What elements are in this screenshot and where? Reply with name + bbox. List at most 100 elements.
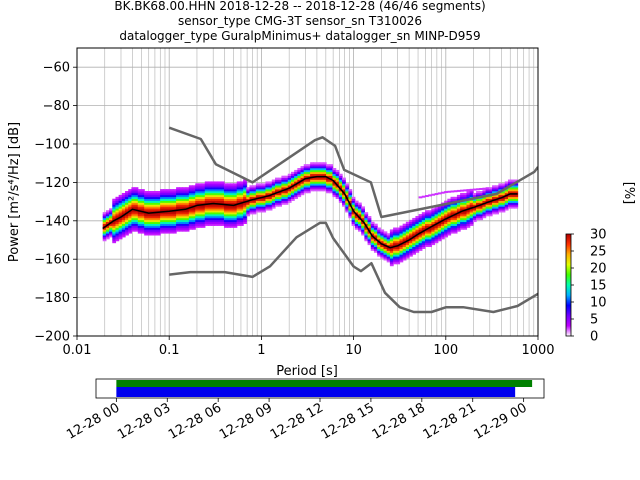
heatmap-cell	[140, 225, 145, 228]
heatmap-cell	[150, 194, 155, 198]
heatmap-cell	[431, 216, 436, 219]
heatmap-cell	[504, 196, 509, 200]
heatmap-cell	[428, 223, 432, 226]
heatmap-cell	[466, 204, 471, 207]
heatmap-cell	[275, 202, 279, 205]
heatmap-cell	[447, 217, 452, 221]
heatmap-cell	[386, 244, 391, 248]
heatmap-cell	[338, 183, 343, 186]
heatmap-cell	[488, 210, 493, 213]
heatmap-cell	[188, 225, 193, 228]
heatmap-cell	[204, 181, 209, 184]
heatmap-cell	[456, 206, 461, 209]
heatmap-cell	[198, 187, 203, 190]
heatmap-cell	[389, 258, 394, 261]
heatmap-cell	[294, 187, 298, 190]
heatmap-cell	[172, 189, 177, 192]
heatmap-cell	[134, 208, 139, 211]
heatmap-cell	[367, 227, 372, 230]
heatmap-cell	[102, 219, 107, 223]
heatmap-cell	[233, 198, 238, 201]
heatmap-cell	[105, 210, 110, 213]
heatmap-cell	[140, 214, 145, 217]
heatmap-cell	[332, 189, 337, 192]
heatmap-cell	[399, 246, 404, 249]
heatmap-cell	[121, 233, 126, 236]
heatmap-cell	[412, 219, 417, 223]
heatmap-cell	[179, 217, 184, 221]
heatmap-cell	[246, 214, 251, 217]
heatmap-cell	[290, 196, 295, 200]
heatmap-cell	[300, 171, 305, 175]
heatmap-cell	[115, 212, 120, 215]
heatmap-cell	[507, 206, 512, 209]
heatmap-cell	[306, 189, 311, 192]
heatmap-cell	[482, 191, 487, 194]
heatmap-cell	[140, 223, 145, 226]
heatmap-cell	[204, 212, 209, 215]
heatmap-cell	[300, 169, 305, 173]
heatmap-cell	[195, 221, 200, 224]
heatmap-cell	[284, 177, 289, 180]
heatmap-cell	[208, 212, 212, 215]
heatmap-cell	[332, 191, 337, 194]
heatmap-cell	[185, 227, 190, 230]
heatmap-cell	[182, 219, 187, 223]
colorbar-tick-label: 20	[590, 262, 607, 277]
heatmap-cell	[447, 221, 452, 224]
heatmap-cell	[121, 227, 126, 230]
heatmap-cell	[217, 194, 222, 198]
heatmap-cell	[109, 219, 113, 223]
heatmap-cell	[418, 237, 423, 240]
heatmap-cell	[386, 258, 391, 261]
heatmap-cell	[223, 225, 228, 228]
heatmap-cell	[495, 202, 499, 205]
heatmap-cell	[380, 248, 385, 251]
heatmap-cell	[227, 216, 231, 219]
heatmap-cell	[128, 200, 133, 203]
heatmap-cell	[179, 196, 184, 200]
heatmap-cell	[303, 183, 308, 186]
heatmap-cell	[345, 208, 350, 211]
heatmap-cell	[431, 240, 436, 244]
heatmap-cell	[405, 254, 410, 257]
heatmap-cell	[284, 194, 289, 198]
heatmap-cell	[303, 185, 308, 188]
heatmap-cell	[389, 233, 394, 236]
heatmap-cell	[227, 206, 231, 209]
heatmap-cell	[153, 200, 158, 203]
heatmap-cell	[354, 202, 359, 205]
heatmap-cell	[243, 219, 247, 223]
heatmap-cell	[105, 212, 110, 215]
heatmap-cell	[188, 221, 193, 224]
heatmap-cell	[306, 164, 311, 167]
heatmap-cell	[444, 206, 448, 209]
heatmap-cell	[453, 208, 458, 211]
heatmap-cell	[211, 221, 215, 224]
heatmap-cell	[514, 198, 519, 201]
heatmap-cell	[208, 185, 212, 188]
heatmap-cell	[476, 198, 480, 201]
time-tick-label: 12-28 06	[166, 400, 224, 442]
heatmap-cell	[176, 229, 180, 232]
heatmap-cell	[342, 202, 346, 205]
heatmap-cell	[326, 181, 330, 184]
heatmap-cell	[211, 214, 215, 217]
heatmap-cell	[281, 187, 286, 190]
heatmap-cell	[125, 217, 129, 221]
heatmap-cell	[233, 210, 238, 213]
heatmap-cell	[246, 208, 251, 211]
heatmap-cell	[479, 200, 484, 203]
heatmap-cell	[428, 231, 432, 234]
heatmap-cell	[211, 192, 215, 196]
heatmap-cell	[233, 192, 238, 196]
series-line-nhnm	[168, 126, 538, 219]
heatmap-cell	[456, 194, 461, 198]
heatmap-cell	[412, 223, 417, 226]
heatmap-cell	[169, 191, 174, 194]
heatmap-cell	[326, 189, 330, 192]
heatmap-cell	[460, 206, 464, 209]
heatmap-cell	[160, 189, 164, 192]
heatmap-cell	[259, 204, 263, 207]
heatmap-cell	[246, 187, 251, 190]
